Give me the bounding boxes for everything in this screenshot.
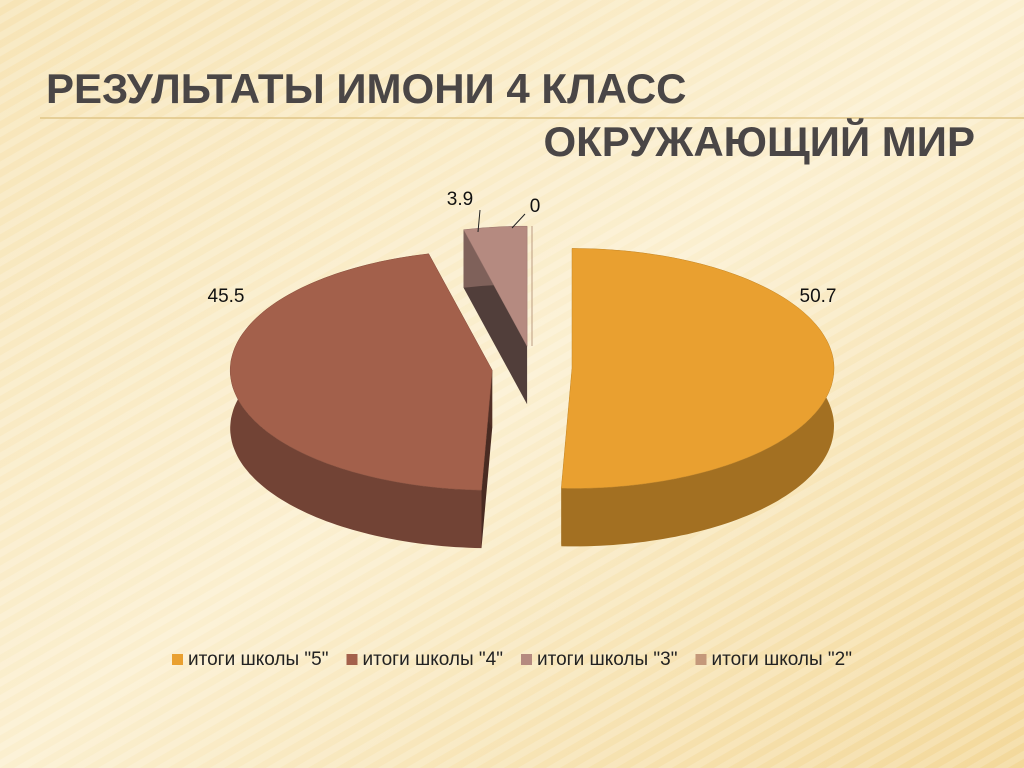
slice: [229, 253, 493, 491]
data-label: 0: [530, 196, 541, 217]
legend-label: итоги школы "5": [188, 649, 329, 670]
legend-item: итоги школы "4": [346, 649, 504, 670]
data-label: 3.9: [447, 189, 473, 210]
legend: итоги школы "5" итоги школы "4" итоги школ…: [172, 649, 852, 670]
legend-item: итоги школы "3": [521, 649, 678, 670]
chart-title: РЕЗУЛЬТАТЫ ИМОНИ 4 КЛАСС: [46, 65, 686, 112]
legend-swatch: [346, 654, 358, 665]
legend-item: итоги школы "2": [695, 649, 853, 670]
leader-line: [511, 213, 526, 229]
legend-label: итоги школы "2": [712, 649, 853, 670]
legend-swatch: [695, 654, 707, 665]
slice: [561, 248, 835, 489]
legend-swatch: [521, 654, 532, 665]
leader-line: [477, 209, 481, 233]
chart-subtitle: ОКРУЖАЮЩИЙ МИР: [543, 117, 975, 165]
legend-label: итоги школы "4": [363, 649, 504, 670]
data-label: 45.5: [208, 286, 245, 307]
data-label: 50.7: [800, 286, 837, 307]
legend-label: итоги школы "3": [537, 649, 678, 670]
legend-item: итоги школы "5": [172, 649, 329, 670]
slice: [463, 225, 528, 347]
pie: 50.7 45.5 3.9 0: [208, 189, 837, 549]
slice-tops: [229, 225, 835, 491]
legend-swatch: [172, 654, 183, 665]
